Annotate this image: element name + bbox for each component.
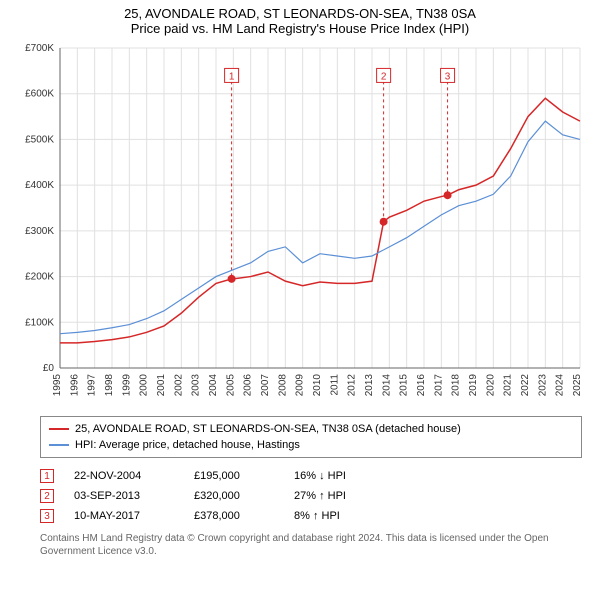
y-tick-label: £700K [25, 43, 54, 54]
marker-label: 2 [381, 71, 387, 82]
transaction-row: 1 22-NOV-2004 £195,000 16% ↓ HPI [40, 466, 600, 486]
x-tick-label: 2022 [520, 374, 531, 397]
x-tick-label: 1999 [121, 374, 132, 397]
x-tick-label: 2005 [225, 374, 236, 397]
transaction-hpi: 16% ↓ HPI [294, 470, 374, 482]
y-tick-label: £0 [43, 363, 55, 374]
x-tick-label: 2021 [503, 374, 514, 397]
x-tick-label: 2002 [173, 374, 184, 397]
legend-row: 25, AVONDALE ROAD, ST LEONARDS-ON-SEA, T… [49, 421, 573, 437]
x-tick-label: 1996 [69, 374, 80, 397]
transaction-row: 2 03-SEP-2013 £320,000 27% ↑ HPI [40, 486, 600, 506]
x-tick-label: 2018 [451, 374, 462, 397]
transaction-table: 1 22-NOV-2004 £195,000 16% ↓ HPI 2 03-SEP-201… [40, 466, 600, 526]
footnote: Contains HM Land Registry data © Crown c… [40, 532, 582, 558]
x-tick-label: 1997 [87, 374, 98, 397]
transaction-row: 3 10-MAY-2017 £378,000 8% ↑ HPI [40, 506, 600, 526]
legend-box: 25, AVONDALE ROAD, ST LEONARDS-ON-SEA, T… [40, 416, 582, 458]
x-tick-label: 1995 [52, 374, 63, 397]
y-tick-label: £500K [25, 134, 54, 145]
x-tick-label: 2019 [468, 374, 479, 397]
x-tick-label: 2003 [191, 374, 202, 397]
transaction-price: £320,000 [194, 490, 274, 502]
legend-swatch [49, 444, 69, 446]
y-tick-label: £400K [25, 180, 54, 191]
y-tick-label: £200K [25, 272, 54, 283]
x-tick-label: 2015 [399, 374, 410, 397]
legend-row: HPI: Average price, detached house, Hast… [49, 437, 573, 453]
chart-subtitle: Price paid vs. HM Land Registry's House … [0, 21, 600, 40]
x-tick-label: 2014 [381, 374, 392, 397]
marker-label: 1 [229, 71, 235, 82]
x-tick-label: 2008 [277, 374, 288, 397]
x-tick-label: 2023 [537, 374, 548, 397]
x-tick-label: 2017 [433, 374, 444, 397]
legend-label: 25, AVONDALE ROAD, ST LEONARDS-ON-SEA, T… [75, 423, 461, 435]
marker-label: 3 [445, 71, 451, 82]
x-tick-label: 2000 [139, 374, 150, 397]
transaction-price: £195,000 [194, 470, 274, 482]
x-tick-label: 2001 [156, 374, 167, 397]
legend-label: HPI: Average price, detached house, Hast… [75, 439, 300, 451]
y-tick-label: £100K [25, 317, 54, 328]
transaction-date: 22-NOV-2004 [74, 470, 174, 482]
x-tick-label: 2025 [572, 374, 583, 397]
transaction-number: 1 [40, 469, 54, 483]
transaction-date: 03-SEP-2013 [74, 490, 174, 502]
transaction-date: 10-MAY-2017 [74, 510, 174, 522]
transaction-price: £378,000 [194, 510, 274, 522]
transaction-hpi: 27% ↑ HPI [294, 490, 374, 502]
marker-dot [444, 191, 452, 199]
x-tick-label: 2007 [260, 374, 271, 397]
chart-title: 25, AVONDALE ROAD, ST LEONARDS-ON-SEA, T… [0, 0, 600, 21]
marker-dot [380, 218, 388, 226]
marker-dot [228, 275, 236, 283]
x-tick-label: 1998 [104, 374, 115, 397]
y-tick-label: £300K [25, 226, 54, 237]
x-tick-label: 2016 [416, 374, 427, 397]
x-tick-label: 2010 [312, 374, 323, 397]
transaction-number: 2 [40, 489, 54, 503]
transaction-hpi: 8% ↑ HPI [294, 510, 374, 522]
x-tick-label: 2004 [208, 374, 219, 397]
legend-swatch [49, 428, 69, 430]
x-tick-label: 2006 [243, 374, 254, 397]
y-tick-label: £600K [25, 89, 54, 100]
x-tick-label: 2009 [295, 374, 306, 397]
x-tick-label: 2013 [364, 374, 375, 397]
transaction-number: 3 [40, 509, 54, 523]
chart-svg: £0 £100K £200K £300K £400K £500K £600K £700K 199… [10, 40, 590, 410]
x-tick-label: 2011 [329, 374, 340, 396]
x-tick-label: 2020 [485, 374, 496, 397]
x-tick-label: 2012 [347, 374, 358, 397]
chart-area: £0 £100K £200K £300K £400K £500K £600K £700K 199… [10, 40, 590, 410]
x-tick-label: 2024 [555, 374, 566, 397]
